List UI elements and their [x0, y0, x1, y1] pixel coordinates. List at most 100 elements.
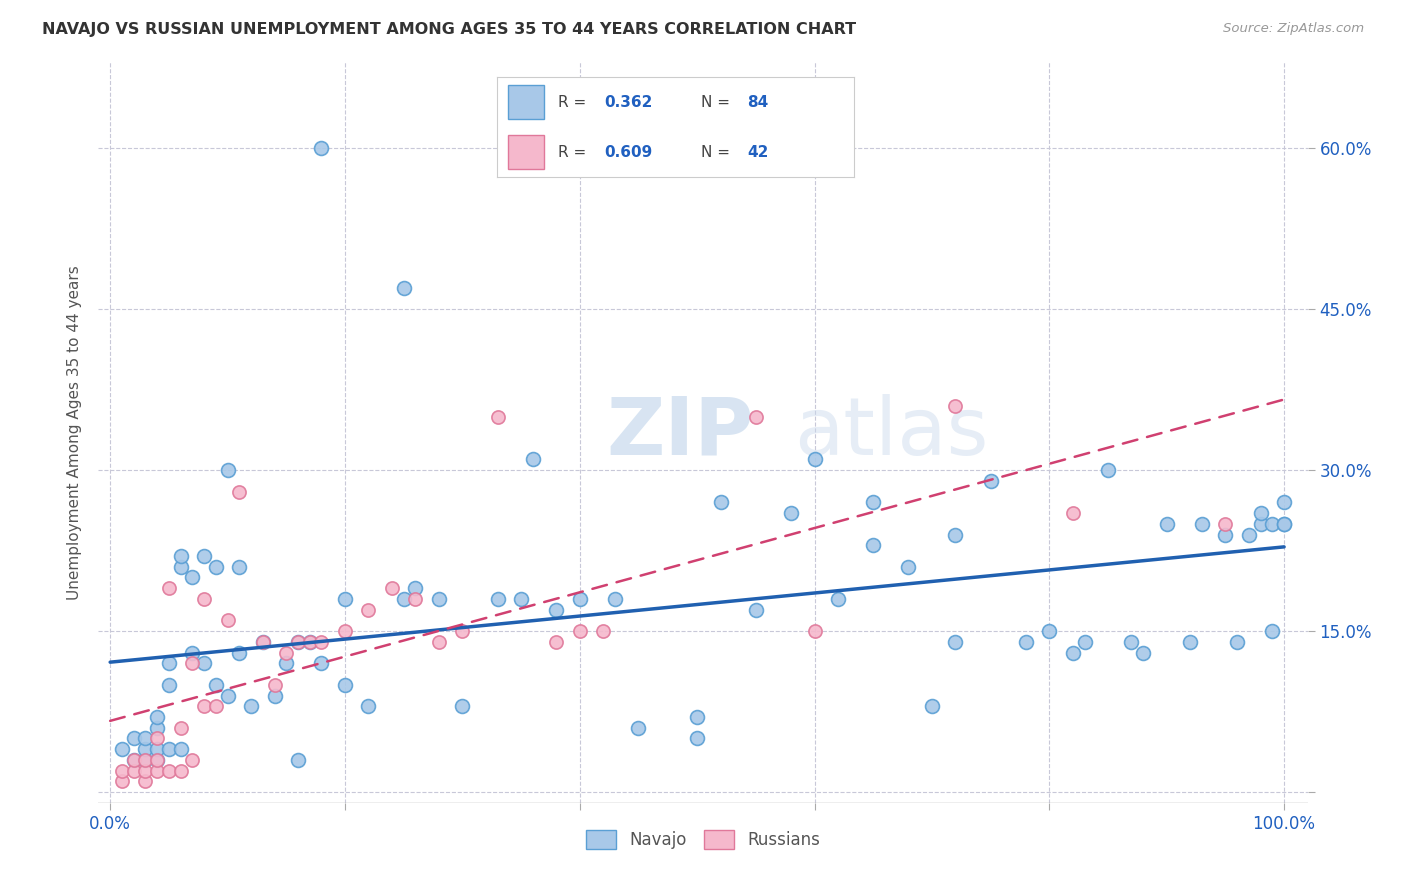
- Point: [1215, 516, 1237, 531]
- Point: [134, 753, 156, 767]
- Point: [263, 689, 285, 703]
- Point: [228, 484, 250, 499]
- Point: [803, 624, 825, 639]
- Point: [945, 635, 967, 649]
- Point: [592, 624, 614, 639]
- Point: [1015, 635, 1038, 649]
- Point: [1180, 635, 1202, 649]
- Point: [240, 699, 263, 714]
- Point: [276, 646, 298, 660]
- Point: [1038, 624, 1060, 639]
- Point: [862, 538, 884, 552]
- Point: [181, 753, 204, 767]
- Point: [357, 602, 380, 616]
- Point: [228, 646, 250, 660]
- Point: [603, 591, 626, 606]
- Point: [1250, 516, 1272, 531]
- Point: [745, 409, 768, 424]
- Point: [546, 602, 568, 616]
- Point: [546, 635, 568, 649]
- Point: [1226, 635, 1249, 649]
- Point: [146, 753, 169, 767]
- Point: [134, 764, 156, 778]
- Point: [157, 678, 180, 692]
- Text: ZIP: ZIP: [606, 393, 754, 472]
- Point: [193, 591, 215, 606]
- Point: [146, 731, 169, 746]
- Point: [169, 764, 191, 778]
- Point: [1261, 624, 1284, 639]
- Point: [252, 635, 274, 649]
- Point: [298, 635, 321, 649]
- Point: [392, 281, 415, 295]
- Point: [146, 710, 169, 724]
- Point: [1073, 635, 1095, 649]
- Point: [181, 657, 204, 671]
- Point: [1250, 506, 1272, 520]
- Point: [287, 635, 309, 649]
- Point: [1191, 516, 1213, 531]
- Point: [311, 141, 333, 155]
- Point: [204, 678, 226, 692]
- Point: [1261, 516, 1284, 531]
- Point: [146, 721, 169, 735]
- Point: [311, 635, 333, 649]
- Text: Source: ZipAtlas.com: Source: ZipAtlas.com: [1223, 22, 1364, 36]
- Point: [122, 764, 145, 778]
- Point: [568, 624, 591, 639]
- Point: [404, 581, 426, 595]
- Point: [522, 452, 544, 467]
- Point: [122, 753, 145, 767]
- Point: [193, 657, 215, 671]
- Point: [169, 721, 191, 735]
- Point: [686, 731, 709, 746]
- Point: [427, 591, 450, 606]
- Point: [111, 764, 134, 778]
- Point: [204, 699, 226, 714]
- Point: [627, 721, 650, 735]
- Point: [146, 764, 169, 778]
- Point: [486, 591, 509, 606]
- Point: [157, 764, 180, 778]
- Point: [169, 549, 191, 563]
- Point: [287, 635, 309, 649]
- Point: [111, 742, 134, 756]
- Point: [404, 591, 426, 606]
- Point: [333, 678, 356, 692]
- Point: [134, 753, 156, 767]
- Point: [217, 463, 239, 477]
- Point: [181, 570, 204, 584]
- Point: [381, 581, 404, 595]
- Point: [228, 559, 250, 574]
- Point: [745, 602, 768, 616]
- Point: [451, 624, 474, 639]
- Point: [287, 753, 309, 767]
- Point: [451, 699, 474, 714]
- Text: NAVAJO VS RUSSIAN UNEMPLOYMENT AMONG AGES 35 TO 44 YEARS CORRELATION CHART: NAVAJO VS RUSSIAN UNEMPLOYMENT AMONG AGE…: [42, 22, 856, 37]
- Point: [311, 657, 333, 671]
- Point: [686, 710, 709, 724]
- Point: [157, 742, 180, 756]
- Point: [122, 753, 145, 767]
- Point: [1272, 516, 1295, 531]
- Point: [169, 742, 191, 756]
- Point: [1272, 516, 1295, 531]
- Point: [146, 742, 169, 756]
- Point: [263, 678, 285, 692]
- Point: [134, 742, 156, 756]
- Point: [392, 591, 415, 606]
- Point: [803, 452, 825, 467]
- Point: [357, 699, 380, 714]
- Point: [1272, 495, 1295, 509]
- Point: [945, 527, 967, 541]
- Point: [568, 591, 591, 606]
- Point: [252, 635, 274, 649]
- Point: [897, 559, 920, 574]
- Point: [193, 699, 215, 714]
- Point: [181, 646, 204, 660]
- Point: [921, 699, 943, 714]
- Point: [1121, 635, 1143, 649]
- Point: [510, 591, 533, 606]
- Point: [980, 474, 1002, 488]
- Point: [1156, 516, 1178, 531]
